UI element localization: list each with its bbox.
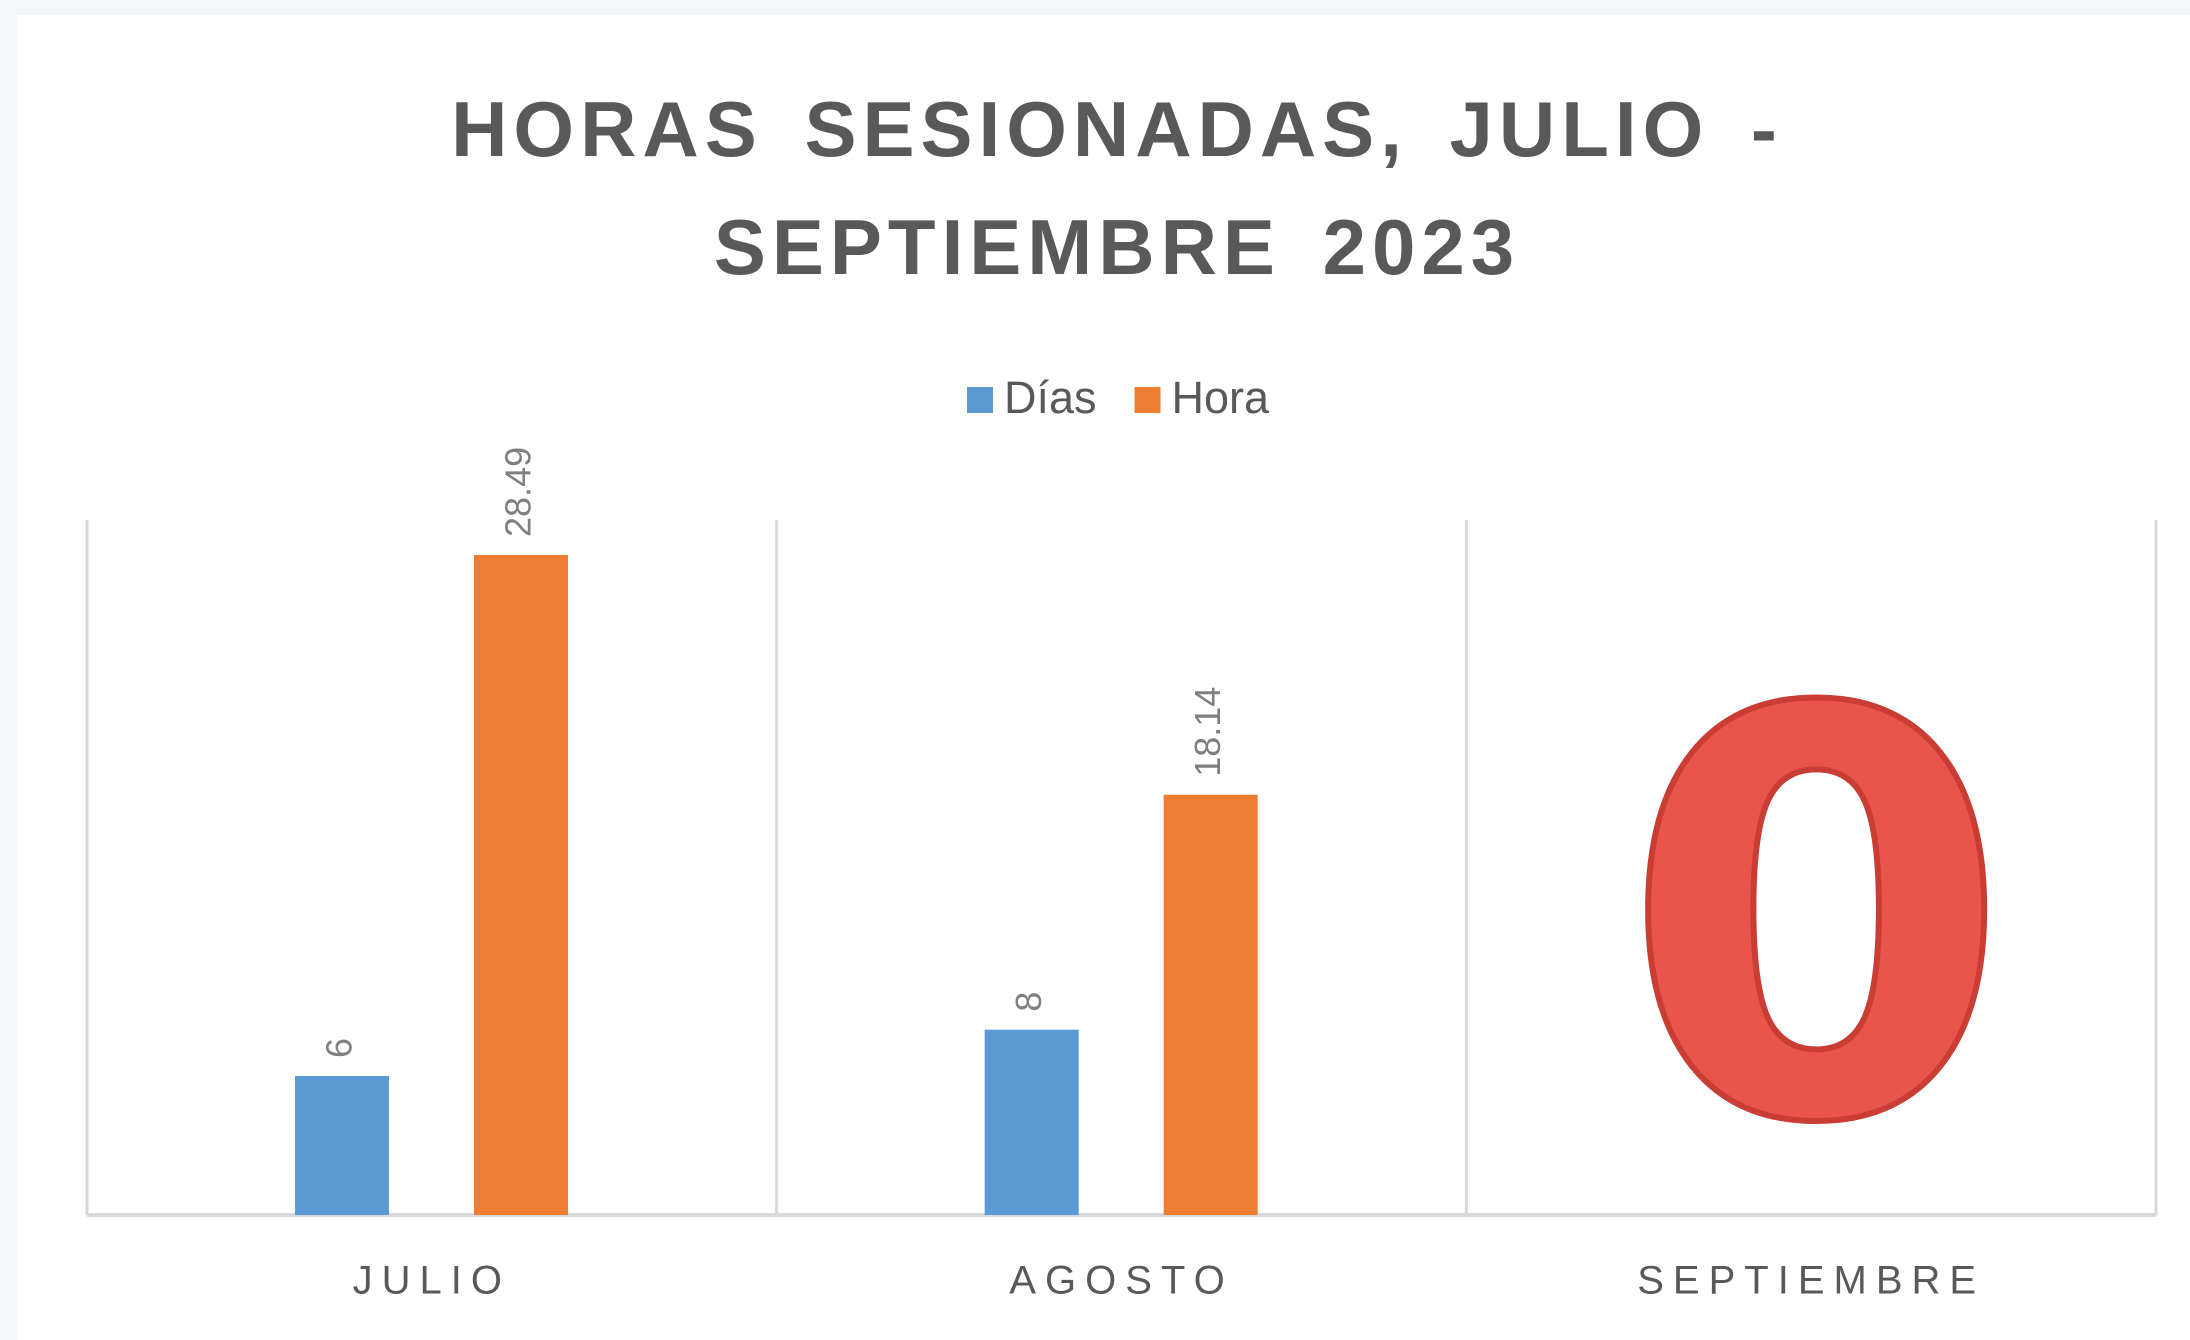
data-label: 6 (319, 1038, 360, 1058)
x-tick-label: JULIO (353, 1259, 511, 1303)
legend-label: Hora (1172, 372, 1271, 423)
data-label: 8 (1008, 992, 1049, 1012)
legend-label: Días (1004, 372, 1097, 423)
bar (474, 554, 568, 1215)
bar (1163, 794, 1258, 1215)
legend-swatch (967, 387, 993, 413)
data-label: 18.14 (1187, 687, 1228, 777)
annotation: 0 (1621, 594, 2011, 1246)
bar (984, 1029, 1079, 1215)
x-tick-label: SEPTIEMBRE (1637, 1259, 1985, 1303)
bar (295, 1076, 389, 1215)
chart-title: HORAS SESIONADAS, JULIO - SEPTIEMBRE 202… (451, 85, 1783, 291)
legend-swatch (1134, 387, 1161, 413)
x-tick-label: AGOSTO (1009, 1259, 1233, 1303)
data-label: 28.49 (498, 447, 539, 537)
